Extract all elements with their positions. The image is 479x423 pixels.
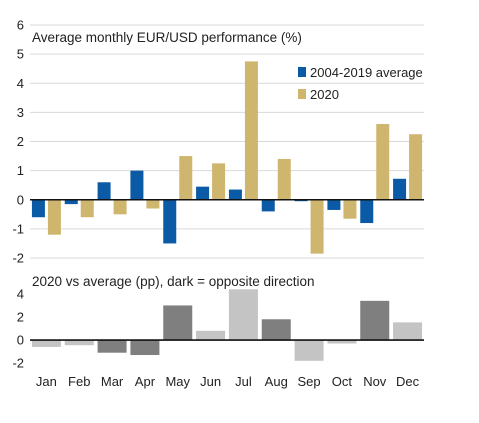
bottom-y-tick-labels: 4 2 0 -2	[12, 286, 24, 370]
top-chart-title: Average monthly EUR/USD performance (%)	[32, 30, 302, 45]
bar-difference	[31, 340, 61, 347]
top-y-tick-label: 1	[17, 163, 24, 178]
bar-difference	[327, 340, 357, 344]
bar-difference	[228, 289, 258, 341]
bar-average	[163, 199, 177, 244]
top-y-tick-label: 3	[17, 105, 24, 120]
bar-2020	[212, 163, 226, 200]
top-y-tick-label: 0	[17, 192, 24, 207]
legend-label-average: 2004-2019 average	[310, 65, 423, 80]
top-y-tick-label: -2	[12, 251, 24, 266]
bar-2020	[244, 61, 258, 200]
bottom-y-tick-label: 4	[17, 286, 24, 301]
bar-2020	[409, 134, 423, 200]
x-axis-month-labels: Jan Feb Mar Apr May Jun Jul Aug Sep Oct Nov Dec	[36, 374, 420, 389]
bar-difference	[393, 322, 423, 341]
bar-difference	[163, 305, 193, 341]
bottom-y-tick-label: 2	[17, 309, 24, 324]
bottom-y-tick-label: -2	[12, 356, 24, 371]
top-bars	[31, 61, 423, 254]
bar-average	[261, 199, 275, 212]
bar-average	[64, 199, 78, 205]
x-tick-label: Apr	[135, 374, 156, 389]
bar-2020	[343, 199, 357, 219]
x-tick-label: Nov	[363, 374, 387, 389]
bar-difference	[261, 319, 291, 341]
bar-2020	[146, 199, 160, 209]
x-tick-label: Feb	[68, 374, 90, 389]
bar-2020	[310, 199, 324, 254]
legend-swatch-average	[298, 67, 306, 77]
bottom-bars	[31, 289, 423, 361]
bar-difference	[196, 330, 226, 341]
bottom-y-tick-label: 0	[17, 333, 24, 348]
legend-label-2020: 2020	[310, 87, 339, 102]
bar-average	[327, 199, 341, 210]
bar-2020	[277, 158, 291, 200]
bar-difference	[130, 340, 160, 356]
bar-average	[31, 199, 45, 218]
top-y-tick-label: 6	[17, 18, 24, 33]
top-gridlines	[30, 24, 424, 259]
bar-2020	[179, 156, 193, 200]
x-tick-label: Dec	[396, 374, 420, 389]
top-y-tick-label: 2	[17, 134, 24, 149]
bar-average	[196, 186, 210, 200]
legend: 2004-2019 average 2020	[298, 65, 423, 102]
bar-average	[228, 189, 242, 200]
x-tick-label: Jun	[200, 374, 221, 389]
x-tick-label: Jul	[235, 374, 252, 389]
x-tick-label: Mar	[101, 374, 124, 389]
x-tick-label: Jan	[36, 374, 57, 389]
bar-average	[393, 178, 407, 200]
bar-difference	[360, 300, 390, 341]
top-y-tick-label: 4	[17, 76, 24, 91]
x-tick-label: Oct	[332, 374, 353, 389]
bar-2020	[80, 199, 94, 218]
bar-2020	[47, 199, 61, 235]
top-y-tick-label: -1	[12, 221, 24, 236]
bar-average	[360, 199, 374, 224]
legend-swatch-2020	[298, 89, 306, 99]
bar-difference	[64, 340, 94, 346]
x-tick-label: May	[165, 374, 190, 389]
x-tick-label: Aug	[265, 374, 288, 389]
bar-average	[130, 170, 144, 200]
bar-difference	[294, 340, 324, 361]
top-y-tick-label: 5	[17, 47, 24, 62]
bar-2020	[113, 199, 127, 215]
bar-2020	[376, 124, 390, 200]
bar-average	[97, 182, 111, 200]
bottom-chart-title: 2020 vs average (pp), dark = opposite di…	[32, 274, 315, 289]
bar-difference	[97, 340, 127, 353]
top-y-tick-labels: 6 5 4 3 2 1 0 -1 -2	[12, 18, 24, 266]
x-tick-label: Sep	[298, 374, 321, 389]
